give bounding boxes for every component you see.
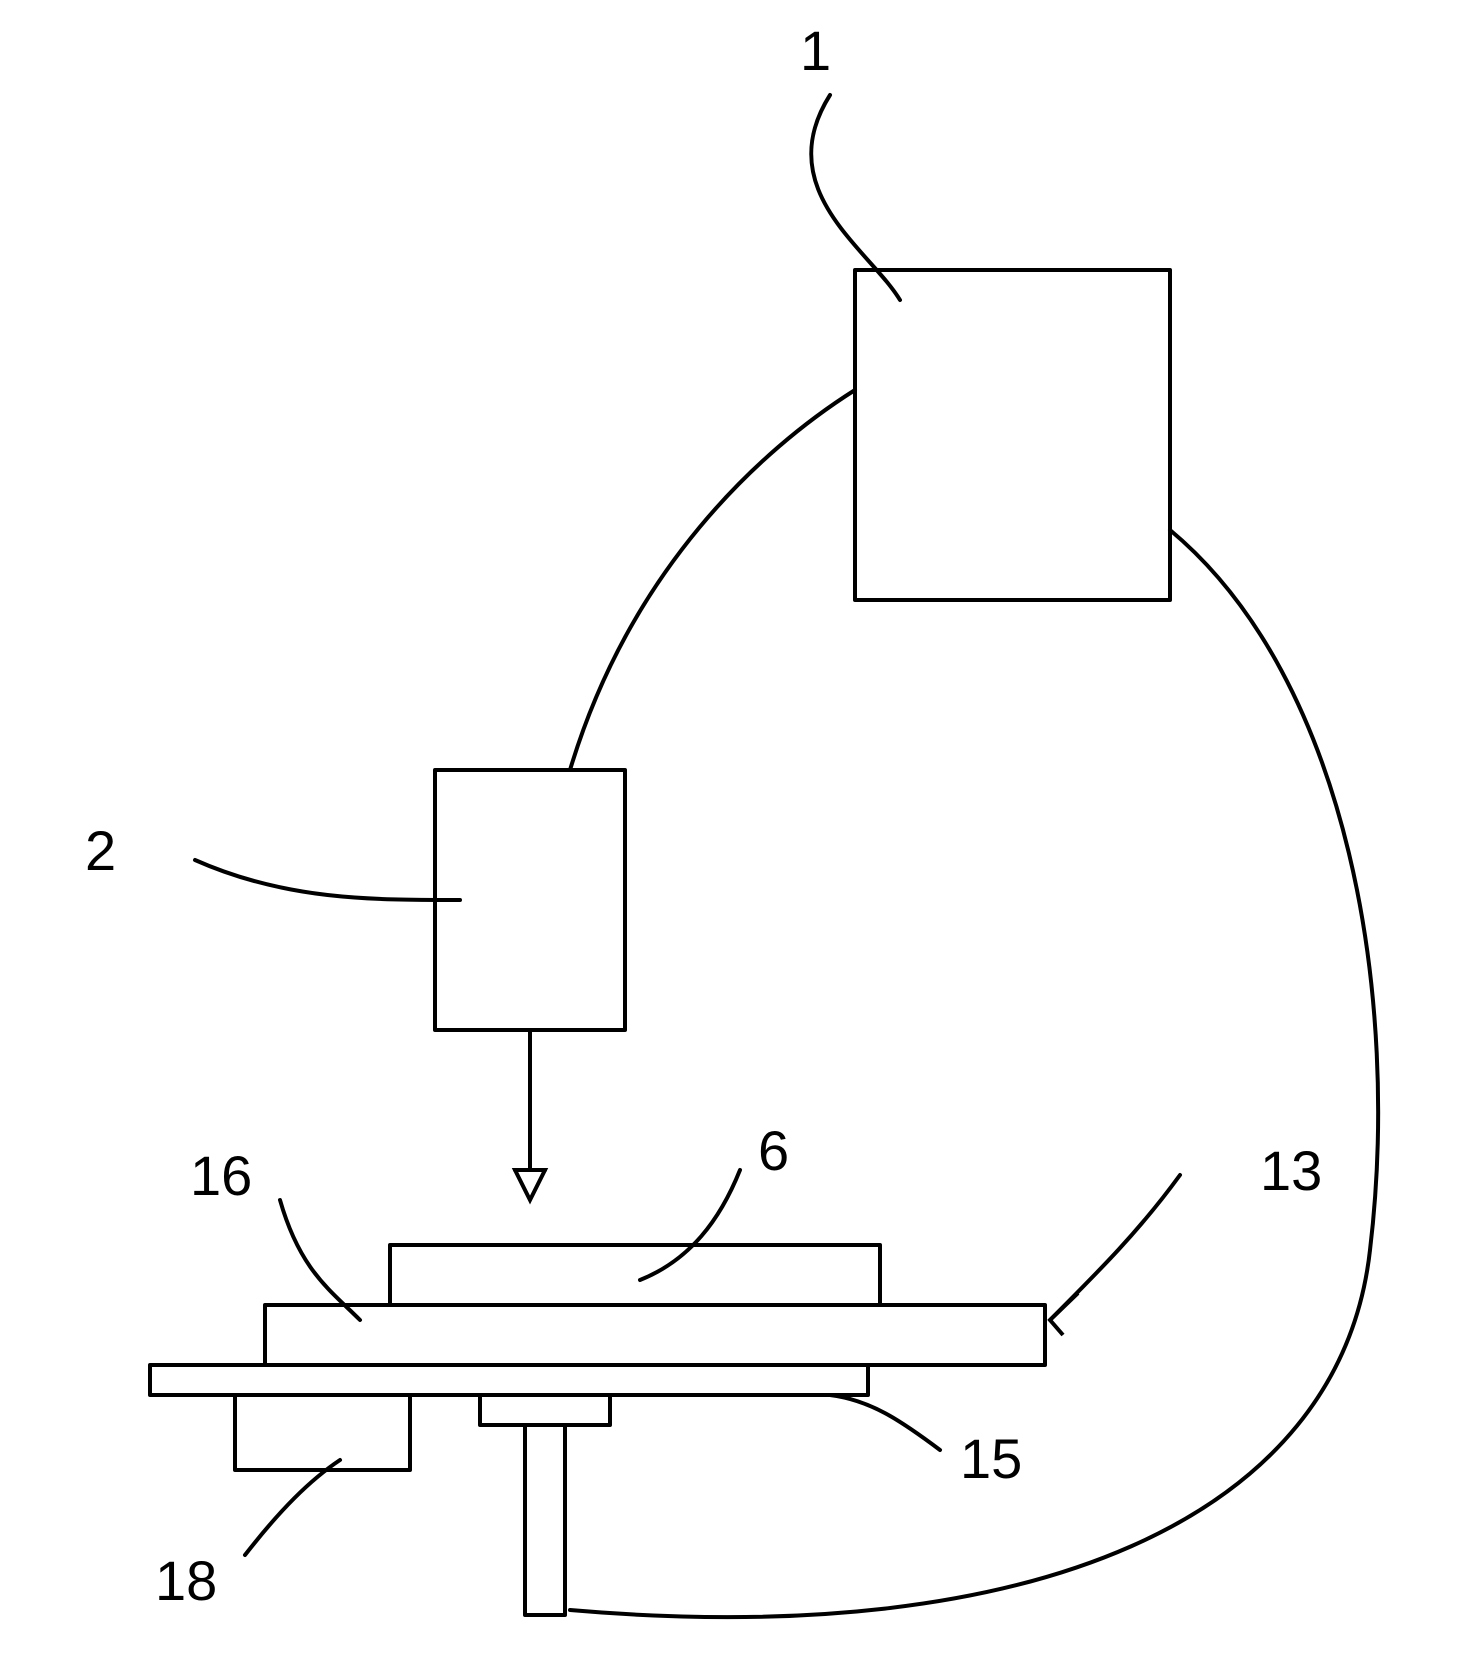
actuator-box — [435, 770, 625, 1030]
mid-plate — [265, 1305, 1045, 1365]
shaft — [525, 1425, 565, 1615]
wire-leader15 — [830, 1395, 940, 1450]
label-6: 6 — [758, 1119, 789, 1182]
label-1: 1 — [800, 19, 831, 82]
wire-w2 — [570, 390, 855, 770]
bottom-plate — [150, 1365, 868, 1395]
wire-leader18 — [245, 1460, 340, 1555]
label-2: 2 — [85, 819, 116, 882]
label-15: 15 — [960, 1427, 1022, 1490]
probe-tip — [515, 1170, 545, 1200]
shaft-cap — [480, 1395, 610, 1425]
top-plate — [390, 1245, 880, 1305]
base-block — [235, 1395, 410, 1470]
label-18: 18 — [155, 1549, 217, 1612]
label-13: 13 — [1260, 1139, 1322, 1202]
label-16: 16 — [190, 1144, 252, 1207]
wire-leader2 — [195, 860, 460, 900]
wire-leader13 — [1050, 1175, 1180, 1320]
wire-leader16 — [280, 1200, 360, 1320]
arrowhead-13 — [1050, 1293, 1078, 1335]
wire-leader6 — [640, 1170, 740, 1280]
controller-box — [855, 270, 1170, 600]
